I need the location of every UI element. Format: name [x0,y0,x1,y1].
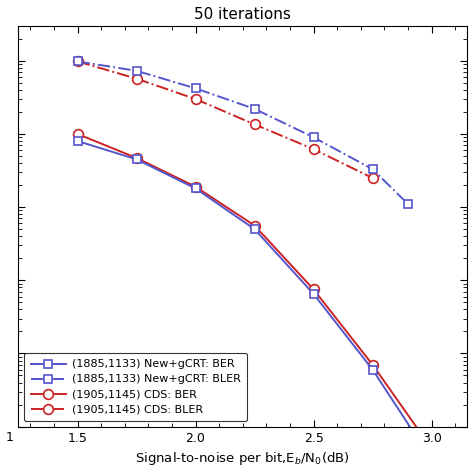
(1905,1145) CDS: BER: (2.25, 0.0056): BER: (2.25, 0.0056) [252,223,257,228]
(1885,1133) New+gCRT: BER: (2.5, 0.00065): BER: (2.5, 0.00065) [311,291,317,297]
(1905,1145) CDS: BER: (3, 5e-06): BER: (3, 5e-06) [429,446,435,452]
(1885,1133) New+gCRT: BLER: (1.75, 0.73): BLER: (1.75, 0.73) [134,68,139,73]
(1885,1133) New+gCRT: BLER: (2.25, 0.22): BLER: (2.25, 0.22) [252,106,257,112]
Line: (1905,1145) CDS: BLER: (1905,1145) CDS: BLER [73,56,377,183]
(1905,1145) CDS: BER: (1.5, 0.1): BER: (1.5, 0.1) [75,131,81,137]
(1905,1145) CDS: BLER: (2.5, 0.062): BLER: (2.5, 0.062) [311,146,317,152]
(1905,1145) CDS: BER: (2.5, 0.00075): BER: (2.5, 0.00075) [311,287,317,292]
Legend: (1885,1133) New+gCRT: BER, (1885,1133) New+gCRT: BLER, (1905,1145) CDS: BER, (19: (1885,1133) New+gCRT: BER, (1885,1133) N… [24,353,247,421]
Line: (1905,1145) CDS: BER: (1905,1145) CDS: BER [73,129,437,454]
(1905,1145) CDS: BER: (1.75, 0.047): BER: (1.75, 0.047) [134,155,139,161]
(1885,1133) New+gCRT: BLER: (2.75, 0.033): BLER: (2.75, 0.033) [370,166,375,172]
Line: (1885,1133) New+gCRT: BER: (1885,1133) New+gCRT: BER [73,137,436,464]
(1905,1145) CDS: BER: (2.75, 7e-05): BER: (2.75, 7e-05) [370,362,375,368]
(1885,1133) New+gCRT: BER: (3, 3.5e-06): BER: (3, 3.5e-06) [429,457,435,463]
Line: (1885,1133) New+gCRT: BLER: (1885,1133) New+gCRT: BLER [73,58,412,208]
(1885,1133) New+gCRT: BER: (2.75, 6e-05): BER: (2.75, 6e-05) [370,367,375,373]
(1885,1133) New+gCRT: BLER: (1.5, 0.98): BLER: (1.5, 0.98) [75,59,81,64]
(1905,1145) CDS: BLER: (2, 0.3): BLER: (2, 0.3) [193,96,199,102]
X-axis label: Signal-to-noise per bit,E$_b$/N$_0$(dB): Signal-to-noise per bit,E$_b$/N$_0$(dB) [136,450,350,467]
(1905,1145) CDS: BLER: (2.25, 0.135): BLER: (2.25, 0.135) [252,122,257,128]
(1885,1133) New+gCRT: BLER: (2, 0.42): BLER: (2, 0.42) [193,85,199,91]
(1905,1145) CDS: BLER: (2.75, 0.025): BLER: (2.75, 0.025) [370,175,375,181]
(1885,1133) New+gCRT: BER: (2, 0.018): BER: (2, 0.018) [193,186,199,191]
(1885,1133) New+gCRT: BER: (1.75, 0.045): BER: (1.75, 0.045) [134,156,139,162]
(1885,1133) New+gCRT: BER: (2.25, 0.005): BER: (2.25, 0.005) [252,226,257,232]
(1885,1133) New+gCRT: BER: (1.5, 0.08): BER: (1.5, 0.08) [75,138,81,144]
Text: 1: 1 [6,431,14,444]
(1905,1145) CDS: BER: (2, 0.019): BER: (2, 0.019) [193,184,199,190]
Title: 50 iterations: 50 iterations [194,7,291,22]
(1885,1133) New+gCRT: BLER: (2.9, 0.011): BLER: (2.9, 0.011) [405,201,411,207]
(1905,1145) CDS: BLER: (1.75, 0.57): BLER: (1.75, 0.57) [134,76,139,82]
(1885,1133) New+gCRT: BLER: (2.5, 0.09): BLER: (2.5, 0.09) [311,135,317,140]
(1905,1145) CDS: BLER: (1.5, 0.98): BLER: (1.5, 0.98) [75,59,81,64]
